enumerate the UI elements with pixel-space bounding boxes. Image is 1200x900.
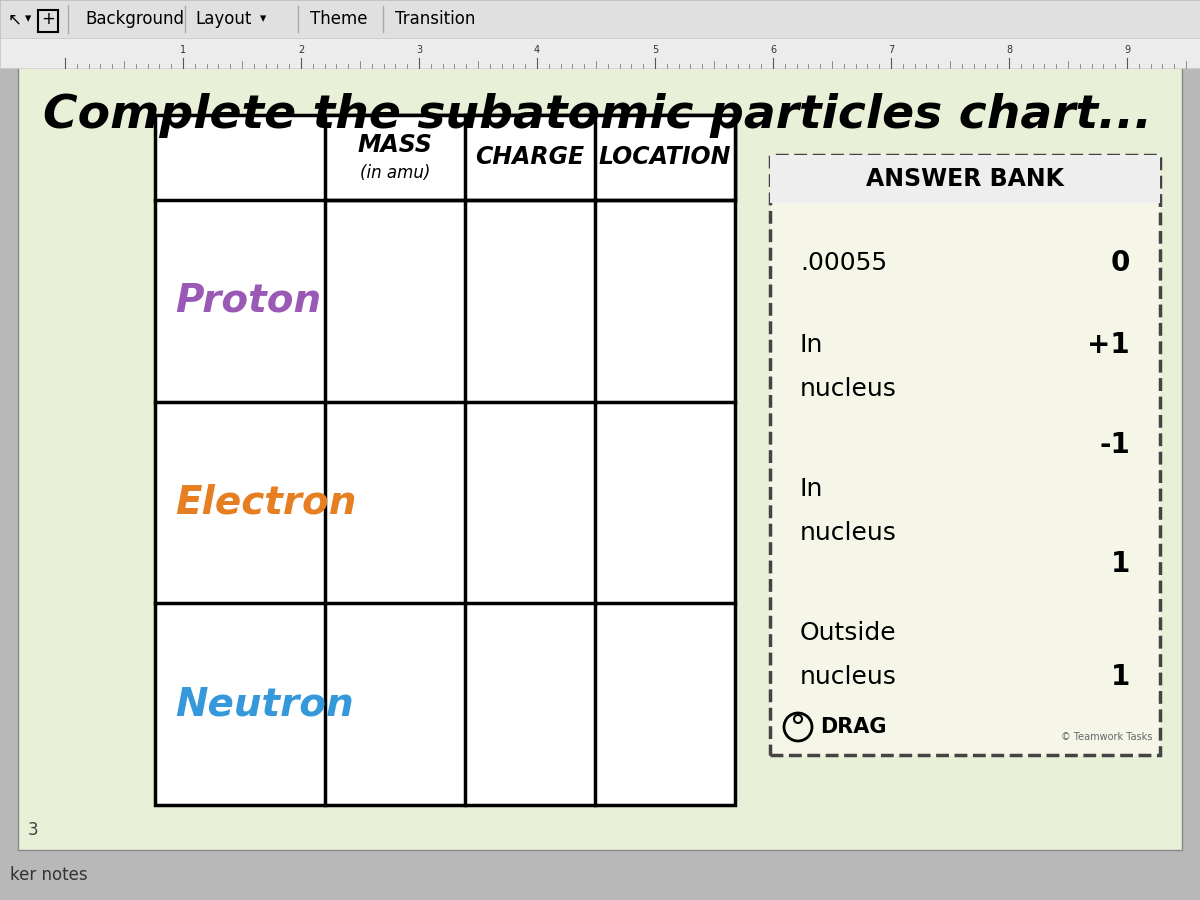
Text: .00055: .00055 xyxy=(800,251,887,275)
Text: In: In xyxy=(800,477,823,501)
Text: ▾: ▾ xyxy=(260,13,266,25)
Text: nucleus: nucleus xyxy=(800,377,896,400)
Text: 7: 7 xyxy=(888,45,894,55)
Text: nucleus: nucleus xyxy=(800,665,896,689)
Bar xyxy=(0,0,1200,38)
Text: Outside: Outside xyxy=(800,621,896,645)
Bar xyxy=(770,155,1160,203)
Text: 3: 3 xyxy=(416,45,422,55)
Text: 8: 8 xyxy=(1006,45,1012,55)
Text: ▾: ▾ xyxy=(25,13,31,25)
Text: ↖: ↖ xyxy=(8,10,22,28)
Text: In: In xyxy=(800,333,823,356)
Text: ker notes: ker notes xyxy=(10,866,88,884)
Text: 3: 3 xyxy=(28,821,38,839)
Text: CHARGE: CHARGE xyxy=(475,146,584,169)
Text: ANSWER BANK: ANSWER BANK xyxy=(866,167,1064,191)
Text: (in amu): (in amu) xyxy=(360,165,430,183)
Text: LOCATION: LOCATION xyxy=(599,146,731,169)
Text: 6: 6 xyxy=(770,45,776,55)
Text: nucleus: nucleus xyxy=(800,521,896,545)
Text: Transition: Transition xyxy=(395,10,475,28)
Text: 0: 0 xyxy=(1111,249,1130,277)
Text: 1: 1 xyxy=(1111,663,1130,691)
Text: Electron: Electron xyxy=(175,483,356,521)
Bar xyxy=(38,10,58,32)
Text: 1: 1 xyxy=(180,45,186,55)
Bar xyxy=(155,115,734,805)
Text: 5: 5 xyxy=(652,45,658,55)
Bar xyxy=(325,115,734,200)
Text: 9: 9 xyxy=(1124,45,1130,55)
Bar xyxy=(18,50,1182,850)
Text: Background: Background xyxy=(85,10,184,28)
Text: Complete the subatomic particles chart...: Complete the subatomic particles chart..… xyxy=(43,93,1152,138)
Text: -1: -1 xyxy=(1099,431,1130,459)
Text: MASS: MASS xyxy=(358,133,432,158)
Text: 2: 2 xyxy=(298,45,304,55)
Text: Proton: Proton xyxy=(175,282,322,320)
Bar xyxy=(770,155,1160,755)
Text: Layout: Layout xyxy=(194,10,251,28)
Text: 4: 4 xyxy=(534,45,540,55)
Text: Theme: Theme xyxy=(310,10,367,28)
Text: DRAG: DRAG xyxy=(820,717,887,737)
Text: +: + xyxy=(41,10,55,28)
Text: Neutron: Neutron xyxy=(175,685,354,724)
Text: +1: +1 xyxy=(1087,331,1130,359)
Bar xyxy=(0,38,1200,68)
Text: © Teamwork Tasks: © Teamwork Tasks xyxy=(1061,732,1152,742)
Text: 1: 1 xyxy=(1111,551,1130,579)
